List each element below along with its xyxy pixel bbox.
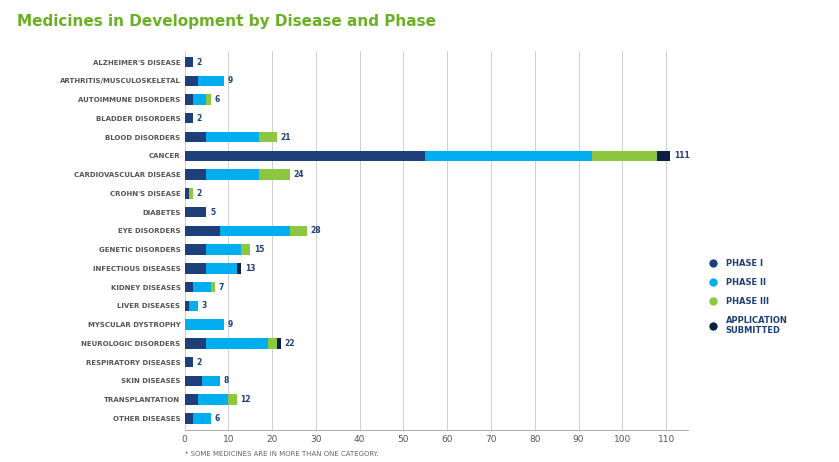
Bar bbox=[185, 188, 189, 199]
Bar bbox=[185, 357, 193, 367]
Bar bbox=[591, 151, 657, 161]
Bar bbox=[185, 263, 206, 274]
Bar bbox=[189, 188, 193, 199]
Bar bbox=[185, 395, 198, 405]
Text: 21: 21 bbox=[280, 133, 290, 141]
Text: 7: 7 bbox=[219, 283, 224, 292]
Bar bbox=[185, 320, 224, 330]
Bar bbox=[185, 413, 193, 424]
Text: * SOME MEDICINES ARE IN MORE THAN ONE CATEGORY.: * SOME MEDICINES ARE IN MORE THAN ONE CA… bbox=[185, 451, 378, 457]
Bar bbox=[185, 57, 193, 67]
Text: 3: 3 bbox=[201, 301, 206, 310]
Bar bbox=[185, 151, 425, 161]
Text: 9: 9 bbox=[227, 76, 232, 85]
Text: 9: 9 bbox=[227, 320, 232, 329]
Bar bbox=[242, 244, 250, 255]
Bar bbox=[237, 263, 242, 274]
Bar bbox=[185, 338, 206, 348]
Text: 15: 15 bbox=[253, 245, 264, 254]
Bar bbox=[220, 226, 289, 236]
Text: 6: 6 bbox=[214, 414, 220, 423]
Bar bbox=[277, 338, 281, 348]
Text: 8: 8 bbox=[223, 377, 228, 385]
Bar bbox=[185, 301, 189, 311]
Bar bbox=[193, 282, 211, 292]
Bar bbox=[206, 263, 237, 274]
Bar bbox=[259, 170, 289, 180]
Bar bbox=[198, 76, 224, 86]
Text: 13: 13 bbox=[245, 264, 256, 273]
Text: 24: 24 bbox=[293, 170, 304, 179]
Bar bbox=[185, 94, 193, 105]
Text: 2: 2 bbox=[197, 189, 202, 198]
Bar bbox=[193, 94, 206, 105]
Bar bbox=[206, 170, 259, 180]
Bar bbox=[425, 151, 591, 161]
Text: 22: 22 bbox=[284, 339, 294, 348]
Bar bbox=[289, 226, 307, 236]
Bar bbox=[185, 282, 193, 292]
Bar bbox=[202, 376, 220, 386]
Text: 2: 2 bbox=[197, 358, 202, 367]
Legend: PHASE I, PHASE II, PHASE III, APPLICATION
SUBMITTED: PHASE I, PHASE II, PHASE III, APPLICATIO… bbox=[702, 256, 790, 338]
Text: 6: 6 bbox=[214, 95, 220, 104]
Text: 2: 2 bbox=[197, 58, 202, 67]
Bar bbox=[206, 132, 259, 142]
Bar bbox=[206, 94, 211, 105]
Bar bbox=[185, 226, 220, 236]
Bar bbox=[185, 244, 206, 255]
Bar bbox=[228, 395, 237, 405]
Text: 2: 2 bbox=[197, 114, 202, 123]
Bar bbox=[206, 338, 268, 348]
Text: Medicines in Development by Disease and Phase: Medicines in Development by Disease and … bbox=[17, 14, 435, 29]
Bar bbox=[185, 113, 193, 123]
Bar bbox=[206, 244, 242, 255]
Text: 111: 111 bbox=[674, 152, 690, 160]
Bar bbox=[185, 207, 206, 217]
Bar bbox=[189, 301, 198, 311]
Text: 12: 12 bbox=[241, 395, 251, 404]
Bar bbox=[185, 132, 206, 142]
Bar bbox=[185, 376, 202, 386]
Bar bbox=[211, 282, 216, 292]
Text: 28: 28 bbox=[310, 226, 321, 235]
Bar bbox=[185, 76, 198, 86]
Bar bbox=[198, 395, 228, 405]
Bar bbox=[185, 170, 206, 180]
Text: 5: 5 bbox=[210, 207, 215, 217]
Bar bbox=[193, 413, 211, 424]
Bar bbox=[268, 338, 277, 348]
Bar bbox=[657, 151, 670, 161]
Bar bbox=[259, 132, 277, 142]
